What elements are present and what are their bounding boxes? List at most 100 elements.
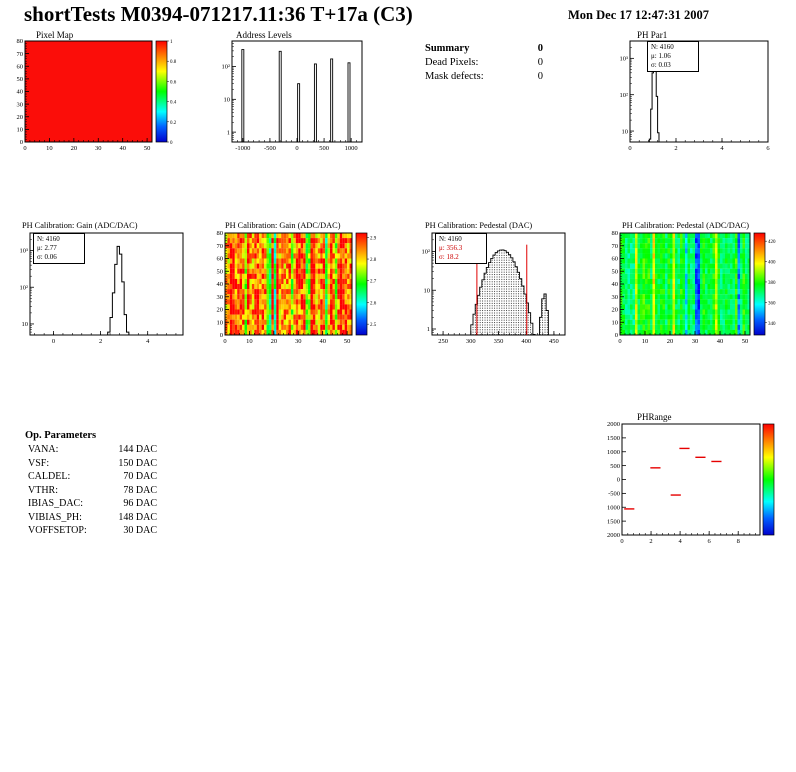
dead-pixels-value: 0 — [537, 57, 543, 68]
svg-text:8: 8 — [737, 538, 740, 545]
svg-text:300: 300 — [466, 338, 476, 345]
stat-mean: μ: 356.3 — [439, 244, 463, 252]
svg-text:20: 20 — [271, 338, 278, 345]
svg-text:10: 10 — [217, 319, 224, 326]
svg-text:0: 0 — [615, 332, 618, 339]
svg-text:1: 1 — [427, 326, 430, 333]
svg-text:0: 0 — [223, 338, 226, 345]
svg-text:10²: 10² — [422, 249, 431, 256]
svg-text:2: 2 — [99, 338, 102, 345]
svg-text:10: 10 — [622, 128, 629, 135]
plot-pedestal-map: PH Calibration: Pedestal (ADC/DAC) 0 10 20… — [600, 216, 796, 356]
svg-text:30: 30 — [612, 294, 619, 301]
svg-text:4: 4 — [720, 145, 724, 152]
op-param-row: VIBIAS_PH: 148 DAC — [25, 511, 157, 525]
svg-text:-1000: -1000 — [235, 145, 250, 152]
svg-text:400: 400 — [768, 261, 776, 266]
param-value: 96 DAC — [123, 498, 157, 509]
svg-text:2.9: 2.9 — [370, 236, 377, 241]
svg-text:50: 50 — [742, 338, 749, 345]
param-value: 148 DAC — [118, 511, 157, 523]
svg-text:1500: 1500 — [607, 518, 620, 525]
svg-text:1: 1 — [227, 129, 230, 136]
svg-text:70: 70 — [217, 243, 224, 250]
param-value: 144 DAC — [118, 444, 157, 455]
svg-text:40: 40 — [17, 89, 24, 96]
plot-pixel-map: Pixel Map 0 10 20 30 40 50 0 10 20 30 40 50 60 70 80 1 0… — [6, 28, 206, 162]
summary-value: 0 — [537, 43, 543, 54]
param-value: 30 DAC — [123, 525, 157, 536]
svg-text:0.2: 0.2 — [170, 121, 177, 126]
stat-entries: N: 4160 — [651, 43, 674, 51]
stat-sigma: σ: 18.2 — [439, 253, 459, 261]
pedestal-map-canvas: 0 10 20 30 40 50 0 10 20 30 40 50 60 70 80 420 400 380 360… — [612, 230, 777, 345]
address-levels-canvas: -1000 -500 0 500 1000 1 10 10² — [222, 40, 363, 152]
svg-text:60: 60 — [17, 63, 24, 70]
stat-sigma: σ: 0.06 — [37, 253, 57, 261]
summary-block: Summary 0 Dead Pixels: 0 Mask defects: 0 — [425, 42, 543, 84]
plot-ph-range: PHRange 0 2 4 6 8 2000 1500 1000 500 0 -500 1000 150… — [600, 408, 796, 550]
svg-text:340: 340 — [768, 322, 776, 327]
svg-text:50: 50 — [217, 268, 224, 275]
svg-text:30: 30 — [95, 145, 102, 152]
svg-text:50: 50 — [17, 76, 24, 83]
svg-text:10: 10 — [424, 287, 431, 294]
param-name: VOFFSETOP: — [28, 525, 87, 536]
svg-text:500: 500 — [319, 145, 329, 152]
op-parameters-block: Op. Parameters VANA: 144 DAC VSF: 150 DA… — [25, 428, 157, 538]
svg-text:10: 10 — [246, 338, 253, 345]
ph-par1-title: PH Par1 — [637, 30, 668, 40]
svg-text:0: 0 — [617, 477, 620, 484]
gain-map-title: PH Calibration: Gain (ADC/DAC) — [225, 221, 341, 230]
plot-address-levels: Address Levels -1000 -500 0 500 1000 1 10 10² — [210, 28, 380, 162]
op-param-row: IBIAS_DAC: 96 DAC — [25, 497, 157, 511]
pedestal-map-title: PH Calibration: Pedestal (ADC/DAC) — [622, 221, 749, 230]
svg-text:-500: -500 — [608, 491, 620, 498]
page-title: shortTests M0394-071217.11:36 T+17a (C3) — [24, 2, 413, 26]
svg-text:380: 380 — [768, 281, 776, 286]
svg-text:400: 400 — [521, 338, 531, 345]
svg-text:30: 30 — [295, 338, 302, 345]
svg-text:0: 0 — [618, 338, 621, 345]
svg-text:60: 60 — [217, 256, 224, 263]
svg-text:2.8: 2.8 — [370, 258, 377, 263]
plot-ph-par1: PH Par1 N: 4160 μ: 1.06 σ: 0.03 0 2 4 6 10 10… — [600, 28, 796, 162]
gain-hist-stats: N: 4160 μ: 2.77 σ: 0.06 — [33, 233, 85, 264]
ph-range-title: PHRange — [637, 412, 672, 422]
svg-text:450: 450 — [549, 338, 559, 345]
svg-text:50: 50 — [612, 268, 619, 275]
svg-text:20: 20 — [667, 338, 674, 345]
svg-text:80: 80 — [217, 230, 224, 237]
svg-text:6: 6 — [708, 538, 712, 545]
param-value: 78 DAC — [123, 484, 157, 496]
param-value: 70 DAC — [123, 471, 157, 482]
svg-text:20: 20 — [17, 114, 24, 121]
stat-mean: μ: 2.77 — [37, 244, 57, 252]
param-value: 150 DAC — [118, 457, 157, 469]
param-name: IBIAS_DAC: — [28, 498, 84, 509]
svg-text:2.5: 2.5 — [370, 323, 377, 328]
gain-map-canvas: 0 10 20 30 40 50 0 10 20 30 40 50 60 70 80 2.9 2.8 2.7 2.6… — [217, 230, 377, 345]
svg-text:20: 20 — [217, 307, 224, 314]
svg-text:0: 0 — [295, 145, 298, 152]
stat-mean: μ: 1.06 — [651, 52, 671, 60]
op-param-row: VOFFSETOP: 30 DAC — [25, 524, 157, 538]
svg-text:20: 20 — [612, 307, 619, 314]
svg-text:10³: 10³ — [620, 56, 629, 63]
svg-text:350: 350 — [494, 338, 504, 345]
svg-text:10²: 10² — [20, 284, 29, 291]
svg-text:1000: 1000 — [345, 145, 358, 152]
svg-text:50: 50 — [144, 145, 151, 152]
svg-text:0.4: 0.4 — [170, 101, 177, 106]
svg-text:0: 0 — [170, 141, 173, 146]
pedestal-hist-title: PH Calibration: Pedestal (DAC) — [425, 221, 533, 230]
stat-entries: N: 4160 — [439, 235, 462, 243]
summary-row-mask-defects: Mask defects: 0 — [425, 70, 543, 84]
svg-text:40: 40 — [319, 338, 326, 345]
svg-text:40: 40 — [612, 281, 619, 288]
svg-text:420: 420 — [768, 240, 776, 245]
svg-text:80: 80 — [17, 38, 24, 45]
mask-defects-label: Mask defects: — [425, 71, 484, 82]
summary-header-row: Summary 0 — [425, 42, 543, 56]
svg-text:40: 40 — [217, 281, 224, 288]
